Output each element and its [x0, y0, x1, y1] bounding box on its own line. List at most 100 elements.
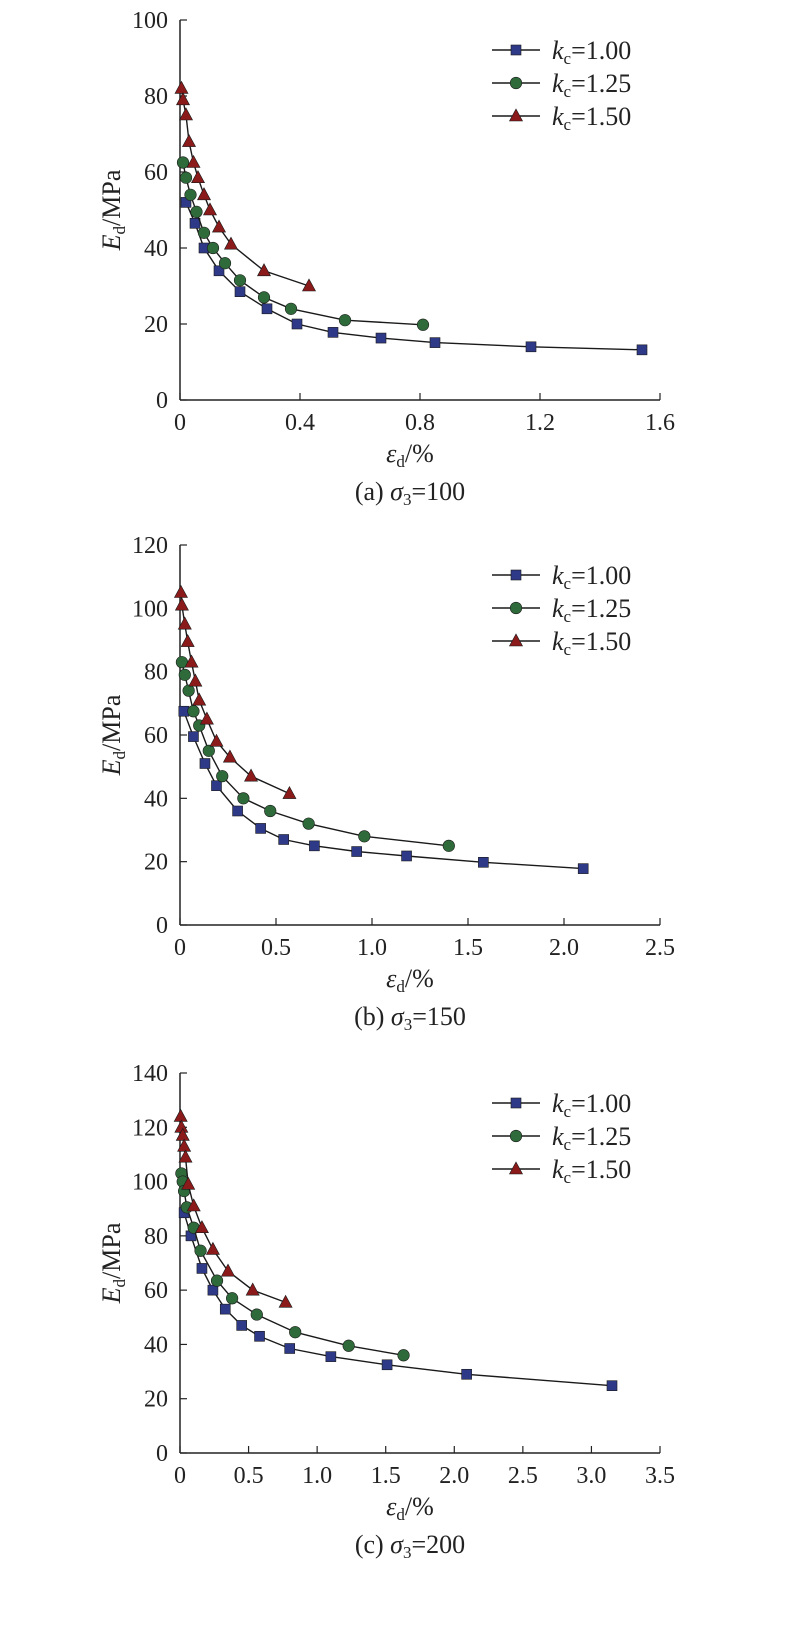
data-point — [278, 834, 289, 845]
chart-svg-c: 0 20 40 60 80 100 120 140 0 0.5 1.0 1.5 2.0 2.5 3.0 3.5… — [97, 1061, 675, 1562]
legend-entry-kc150: kc=1.50 — [492, 627, 631, 659]
x-tick-label: 1.2 — [525, 410, 555, 436]
data-point — [178, 107, 194, 121]
data-point — [397, 1349, 410, 1362]
data-point — [282, 785, 297, 799]
data-point — [176, 156, 190, 169]
series-kc100 — [180, 197, 648, 356]
series-line — [183, 711, 584, 870]
legend-label: kc=1.50 — [552, 102, 631, 134]
legend-marker — [509, 601, 523, 615]
legend-entry-kc125: kc=1.25 — [492, 594, 631, 626]
data-point — [278, 1294, 293, 1308]
x-tick-label: 1.0 — [357, 935, 387, 961]
data-point — [284, 1343, 296, 1354]
data-point — [237, 792, 250, 805]
data-point — [401, 850, 412, 862]
series-line — [183, 1212, 613, 1387]
legend-label: kc=1.00 — [552, 1089, 631, 1121]
x-tick-label: 1.6 — [645, 410, 675, 436]
data-point — [577, 863, 589, 874]
legend-marker — [508, 1161, 524, 1175]
legend-entry-kc100: kc=1.00 — [492, 1089, 631, 1121]
x-tick-label: 0 — [174, 1463, 186, 1489]
data-point — [416, 318, 430, 331]
data-point — [327, 327, 339, 338]
data-point — [232, 805, 243, 817]
y-axis-label: Ed/MPa — [97, 1222, 129, 1304]
y-tick-label: 60 — [144, 1278, 168, 1304]
data-point — [194, 1244, 207, 1257]
data-point — [211, 780, 222, 791]
data-point — [213, 265, 225, 277]
data-point — [220, 1263, 236, 1277]
y-tick-label: 80 — [144, 1224, 168, 1250]
data-point — [223, 236, 239, 250]
y-tick-label: 20 — [144, 312, 168, 338]
data-point — [233, 274, 247, 287]
series-line — [181, 662, 449, 847]
chart-panel-b: 0 20 40 60 80 100 120 0 0.5 1.0 1.5 2.0 2.5 Ed/MPa εd/… — [0, 525, 800, 1065]
legend-label: kc=1.50 — [552, 627, 631, 659]
data-point — [205, 1241, 220, 1255]
chart-panel-c: 0 20 40 60 80 100 120 140 0 0.5 1.0 1.5 2.0 2.5 3.0 3.5… — [0, 1053, 800, 1593]
legend-entry-kc100: kc=1.00 — [492, 36, 631, 68]
data-point — [175, 92, 191, 106]
data-point — [261, 303, 273, 315]
data-point — [180, 633, 195, 647]
legend-entry-kc150: kc=1.50 — [492, 102, 631, 134]
x-tick-label: 0 — [174, 410, 186, 436]
data-point — [206, 241, 220, 255]
chart-caption: (b) σ3=150 — [354, 1002, 466, 1034]
x-tick-label: 0 — [174, 935, 186, 961]
data-point — [222, 749, 237, 763]
data-point — [174, 80, 189, 94]
legend-marker — [508, 108, 524, 122]
data-point — [184, 654, 199, 668]
data-point — [358, 830, 371, 843]
series-line — [182, 162, 424, 326]
y-axis-label: Ed/MPa — [97, 169, 129, 251]
data-point — [186, 1198, 201, 1212]
data-point — [216, 770, 229, 783]
data-point — [606, 1380, 618, 1391]
x-tick-label: 2.0 — [439, 1463, 469, 1489]
data-point — [184, 188, 197, 201]
data-point — [442, 839, 455, 852]
data-point — [190, 205, 203, 218]
series-kc150 — [173, 584, 297, 799]
y-tick-label: 40 — [144, 1332, 168, 1358]
legend-entry-kc125: kc=1.25 — [492, 69, 631, 101]
data-point — [245, 1282, 260, 1296]
x-tick-label: 0.5 — [261, 935, 291, 961]
data-point — [284, 302, 298, 315]
y-tick-label: 40 — [144, 236, 168, 262]
x-tick-label: 2.5 — [645, 935, 675, 961]
legend-marker — [508, 633, 524, 647]
x-tick-label: 3.0 — [576, 1463, 606, 1489]
legend-entry-kc150: kc=1.50 — [492, 1155, 631, 1187]
x-axis-label: εd/% — [386, 964, 434, 996]
data-point — [181, 1176, 196, 1190]
x-axis-label: εd/% — [386, 1492, 434, 1524]
data-point — [244, 768, 259, 782]
legend-marker — [510, 569, 522, 581]
data-point — [178, 1149, 193, 1163]
series-kc100 — [178, 1207, 618, 1391]
y-tick-label: 100 — [132, 596, 168, 622]
data-point — [375, 332, 387, 344]
data-point — [211, 219, 227, 233]
y-tick-label: 0 — [156, 1441, 168, 1467]
data-point — [177, 1138, 192, 1152]
data-point — [173, 584, 188, 598]
data-point — [173, 1108, 188, 1122]
data-point — [264, 804, 277, 818]
legend-label: kc=1.50 — [552, 1155, 631, 1187]
data-point — [636, 344, 648, 356]
data-point — [202, 202, 218, 216]
data-point — [210, 1274, 224, 1287]
legend-marker — [510, 44, 522, 56]
data-point — [291, 318, 303, 330]
y-tick-label: 20 — [144, 1387, 168, 1413]
legend-label: kc=1.00 — [552, 36, 631, 68]
